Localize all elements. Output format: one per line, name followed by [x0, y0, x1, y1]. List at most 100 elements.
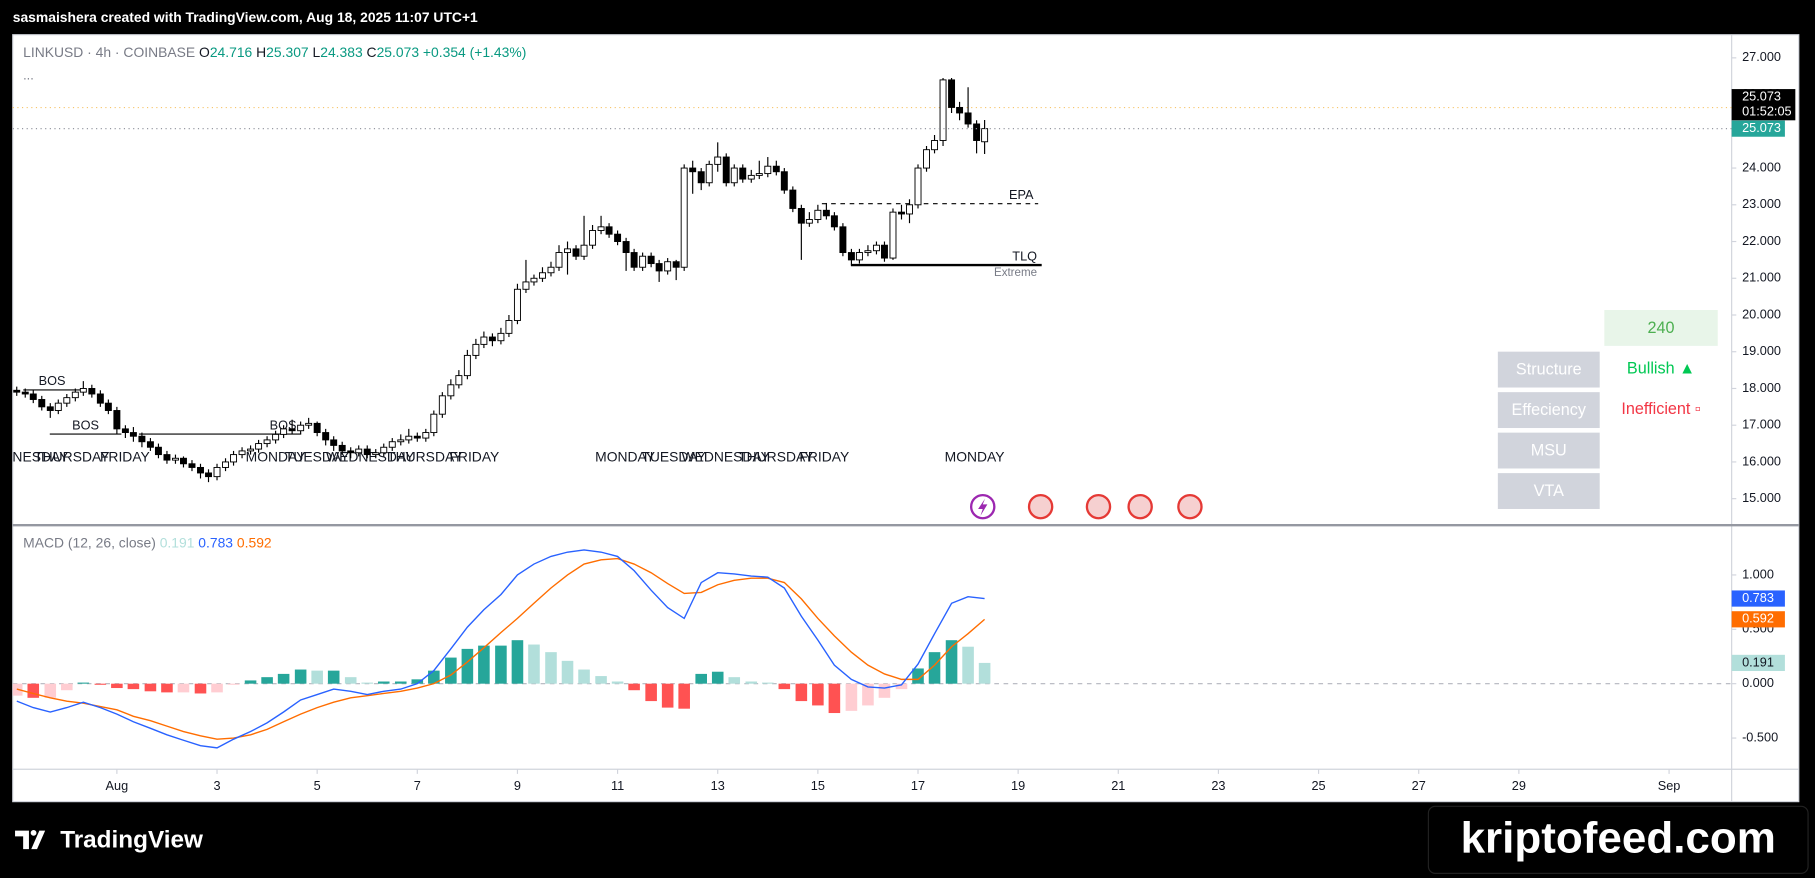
x-tick-label: 21: [1111, 778, 1125, 793]
macd-pane: [12, 549, 1732, 749]
candle-body: [188, 463, 196, 468]
candle-body: [213, 466, 221, 478]
session-label: FRIDAY: [449, 449, 499, 465]
y-tick-label: 1.000: [1742, 566, 1774, 581]
axes: 15.000 16.000 17.000 18.000 19.000 20.000 21.0…: [106, 49, 1796, 793]
candle-body: [497, 332, 505, 342]
y-tick-label: 22.000: [1742, 233, 1781, 248]
candle-body: [288, 428, 296, 432]
panel-button: [1497, 432, 1600, 469]
candle-body: [96, 393, 104, 404]
candle-body: [939, 79, 947, 141]
session-label: TUESDAY: [641, 449, 706, 465]
candle-body: [230, 454, 238, 463]
y-tick-label: 15.000: [1742, 490, 1781, 505]
candle-body: [973, 123, 981, 141]
level-label: TLQ: [1012, 248, 1037, 263]
timeframe: 240: [1648, 319, 1675, 337]
histogram-bar: [61, 683, 73, 691]
countdown: 01:52:05: [1742, 104, 1792, 119]
panel-label: MSU: [1531, 441, 1567, 459]
candle-body: [38, 399, 46, 408]
histogram-bar: [695, 673, 707, 684]
candle-body: [322, 432, 330, 441]
candle-body: [530, 277, 538, 283]
histogram-axis-label: 0.191: [1742, 654, 1774, 669]
candle-body: [71, 391, 79, 399]
candle-body: [722, 156, 730, 184]
candle-body: [13, 389, 21, 393]
candle-body: [138, 435, 146, 443]
last-price-label: 25.073: [1742, 89, 1781, 104]
histogram-bar: [177, 683, 190, 693]
x-tick-label: 5: [314, 778, 321, 793]
histogram-bar: [261, 677, 273, 684]
y-tick-label: 16.000: [1742, 453, 1781, 468]
histogram-bar: [277, 673, 290, 684]
candle-body: [347, 450, 355, 454]
signal-line: [16, 557, 986, 740]
signal-axis-box: [1731, 611, 1785, 628]
candle-body: [247, 448, 255, 452]
candle-body: [121, 428, 129, 434]
candle-body: [697, 171, 705, 184]
event-icon[interactable]: [1127, 493, 1153, 520]
candle-body: [472, 343, 480, 356]
candle-body: [680, 167, 688, 268]
session-label: TUESDAY: [285, 449, 350, 465]
candle-body: [405, 435, 413, 441]
histogram-bar: [211, 683, 223, 693]
ohlc-value: 25.073: [377, 44, 420, 60]
y-tick-label: 21.000: [1742, 270, 1781, 285]
candle-body: [171, 457, 179, 461]
session-label: WEDNESDAY: [0, 449, 68, 465]
candle-body: [622, 241, 630, 254]
histogram-bar: [244, 680, 257, 684]
candle-body: [363, 448, 371, 456]
candle-body: [830, 215, 838, 228]
ohlc-key: L: [313, 44, 321, 60]
level-label: BOS: [72, 417, 99, 432]
y-tick-label: 27.000: [1742, 49, 1781, 64]
x-tick-label: 3: [213, 778, 220, 793]
candle-body: [413, 435, 421, 439]
histogram-bar: [361, 682, 374, 684]
candle-body: [580, 244, 588, 257]
candle-body: [839, 226, 847, 254]
histogram-bar: [511, 640, 524, 684]
more[interactable]: ...: [23, 68, 34, 83]
candle-body: [46, 406, 54, 411]
candle-body: [205, 472, 212, 478]
histogram-bar: [778, 683, 791, 690]
event-icon[interactable]: [1085, 493, 1112, 520]
x-tick-label: Sep: [1658, 778, 1681, 793]
candle-body: [539, 272, 546, 279]
x-tick-label: 9: [514, 778, 521, 793]
candle-body: [564, 248, 571, 254]
histogram-bar: [595, 676, 607, 684]
histogram-bar: [945, 640, 958, 684]
legend: LINKUSD · 4h · COINBASE O24.716 H25.307 …: [23, 44, 526, 60]
candle-body: [447, 384, 455, 397]
level-label: BOS: [39, 373, 66, 388]
event-icon[interactable]: [1027, 493, 1054, 520]
candle-body: [330, 439, 338, 446]
candle-body: [113, 410, 121, 430]
candle-body: [872, 244, 880, 252]
histogram-bar: [578, 669, 590, 684]
event-icon[interactable]: [1177, 493, 1203, 520]
candle-body: [455, 375, 463, 386]
x-tick-label: 17: [911, 778, 925, 793]
candle-body: [505, 320, 513, 334]
histogram-bar: [111, 683, 123, 689]
candle-body: [956, 106, 964, 114]
level-label: EPA: [1009, 187, 1034, 202]
x-tick-label: 25: [1311, 778, 1325, 793]
y-tick-label: 24.000: [1742, 159, 1781, 174]
histogram-bar: [845, 683, 858, 711]
histogram-bar: [495, 645, 507, 684]
last-price-box: [1731, 120, 1785, 137]
candle-body: [146, 441, 154, 448]
candle-body: [672, 261, 680, 268]
